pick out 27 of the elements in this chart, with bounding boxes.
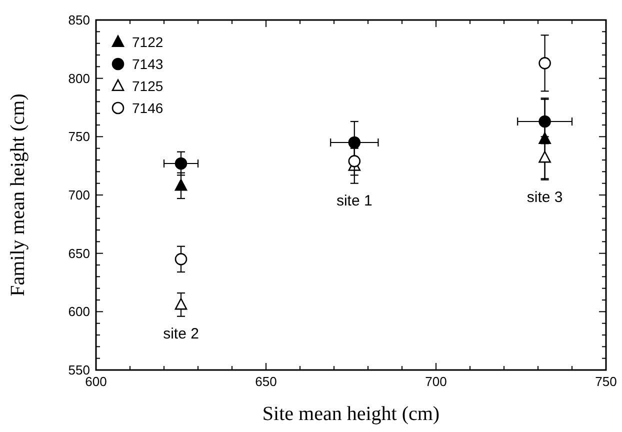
x-tick-label: 700 (425, 374, 447, 389)
legend-label: 7125 (132, 78, 164, 94)
annotation: site 2 (163, 325, 199, 342)
y-tick-label: 750 (68, 129, 90, 144)
x-tick-label: 750 (595, 374, 617, 389)
legend-label: 7143 (132, 56, 164, 72)
y-tick-label: 650 (68, 246, 90, 261)
y-tick-label: 850 (68, 12, 90, 28)
y-tick-label: 600 (68, 304, 90, 320)
x-tick-label: 650 (255, 374, 277, 389)
point (348, 155, 361, 168)
y-tick-label: 700 (68, 188, 90, 202)
point (174, 178, 188, 191)
legend-label: 7146 (132, 100, 164, 116)
point (348, 136, 361, 149)
point (174, 298, 188, 310)
y-axis-title: Family mean height (cm) (7, 94, 29, 296)
annotation: site 1 (336, 192, 372, 210)
y-tick-label: 800 (68, 70, 90, 86)
legend-label: 7122 (132, 34, 164, 50)
point (538, 150, 551, 163)
point (174, 253, 188, 266)
annotation: site 3 (526, 188, 563, 206)
point (538, 57, 551, 70)
point (174, 157, 188, 170)
point (538, 115, 551, 128)
x-axis-title: Site mean height (cm) (262, 403, 440, 425)
